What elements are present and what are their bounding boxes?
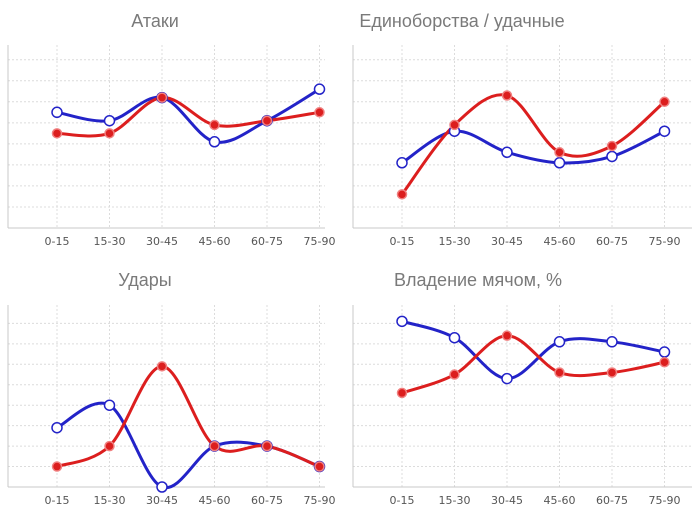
- x-tick-label: 75-90: [304, 235, 336, 248]
- data-point: [104, 128, 115, 139]
- x-tick-label: 45-60: [544, 235, 576, 248]
- data-point: [554, 367, 565, 378]
- data-point: [501, 90, 513, 101]
- x-tick-label: 45-60: [199, 494, 231, 507]
- x-tick-label: 60-75: [596, 235, 628, 248]
- chart-panel: Атаки 0-15 15-30 30-45 45-60 60-75 75-90: [7, 11, 336, 248]
- data-point: [209, 440, 220, 452]
- data-point: [501, 372, 513, 385]
- data-point: [606, 336, 618, 348]
- x-tick-label: 30-45: [491, 235, 523, 248]
- data-point: [104, 440, 115, 452]
- x-tick-label: 15-30: [439, 494, 471, 507]
- x-tick-label: 60-75: [251, 494, 283, 507]
- chart-title: Атаки: [131, 11, 179, 31]
- data-point: [156, 92, 168, 103]
- chart-panel: Владение мячом, % 0-15 15-30 30-45 45-60 60-7…: [352, 270, 692, 507]
- data-point: [501, 146, 513, 159]
- x-tick-label: 75-90: [649, 235, 681, 248]
- data-point: [314, 107, 325, 118]
- data-point: [103, 114, 116, 127]
- data-point: [314, 461, 325, 472]
- data-point: [554, 147, 565, 158]
- x-tick-label: 0-15: [45, 235, 70, 248]
- data-point: [396, 157, 408, 169]
- x-tick-label: 30-45: [146, 494, 178, 507]
- x-tick-label: 30-45: [146, 235, 178, 248]
- data-point: [51, 106, 63, 119]
- data-point: [51, 421, 63, 434]
- x-tick-label: 75-90: [649, 494, 681, 507]
- chart-panel: Удары 0-15 15-30 30-45 45-60 60-75 75-90: [7, 270, 336, 507]
- data-point: [658, 346, 671, 358]
- x-tick-label: 45-60: [544, 494, 576, 507]
- data-point: [448, 331, 461, 344]
- data-point: [553, 157, 566, 169]
- data-point: [396, 387, 408, 399]
- x-tick-label: 0-15: [45, 494, 70, 507]
- data-point: [606, 140, 618, 152]
- x-tick-label: 15-30: [439, 235, 471, 248]
- x-tick-label: 0-15: [390, 494, 415, 507]
- data-point: [51, 128, 63, 139]
- data-point: [449, 119, 460, 131]
- series-line: [56, 401, 321, 490]
- data-point: [313, 83, 326, 95]
- series-line: [400, 93, 666, 196]
- data-point: [659, 96, 670, 108]
- data-point: [103, 399, 116, 411]
- x-tick-label: 45-60: [199, 235, 231, 248]
- chart-title: Удары: [118, 270, 172, 290]
- data-point: [659, 357, 670, 368]
- data-point: [396, 315, 408, 328]
- data-point: [261, 115, 273, 126]
- series-line: [56, 96, 320, 138]
- data-point: [396, 189, 408, 200]
- data-point: [553, 336, 566, 348]
- data-point: [209, 119, 220, 131]
- x-tick-label: 0-15: [390, 235, 415, 248]
- x-tick-label: 15-30: [94, 494, 126, 507]
- data-point: [606, 150, 618, 163]
- x-tick-label: 15-30: [94, 235, 126, 248]
- data-point: [501, 330, 513, 341]
- series-line: [56, 364, 321, 468]
- data-point: [261, 440, 273, 452]
- chart-title: Единоборства / удачные: [359, 11, 564, 31]
- data-point: [658, 125, 671, 137]
- data-point: [51, 461, 63, 472]
- x-tick-label: 75-90: [304, 494, 336, 507]
- x-tick-label: 60-75: [596, 494, 628, 507]
- data-point: [156, 361, 168, 372]
- data-point: [606, 367, 618, 378]
- chart-title: Владение мячом, %: [394, 270, 562, 290]
- chart-panel: Единоборства / удачные 0-15 15-30 30-45 45-6…: [352, 11, 692, 248]
- x-tick-label: 60-75: [251, 235, 283, 248]
- x-tick-label: 30-45: [491, 494, 523, 507]
- data-point: [208, 136, 221, 148]
- data-point: [156, 481, 168, 493]
- data-point: [449, 369, 460, 380]
